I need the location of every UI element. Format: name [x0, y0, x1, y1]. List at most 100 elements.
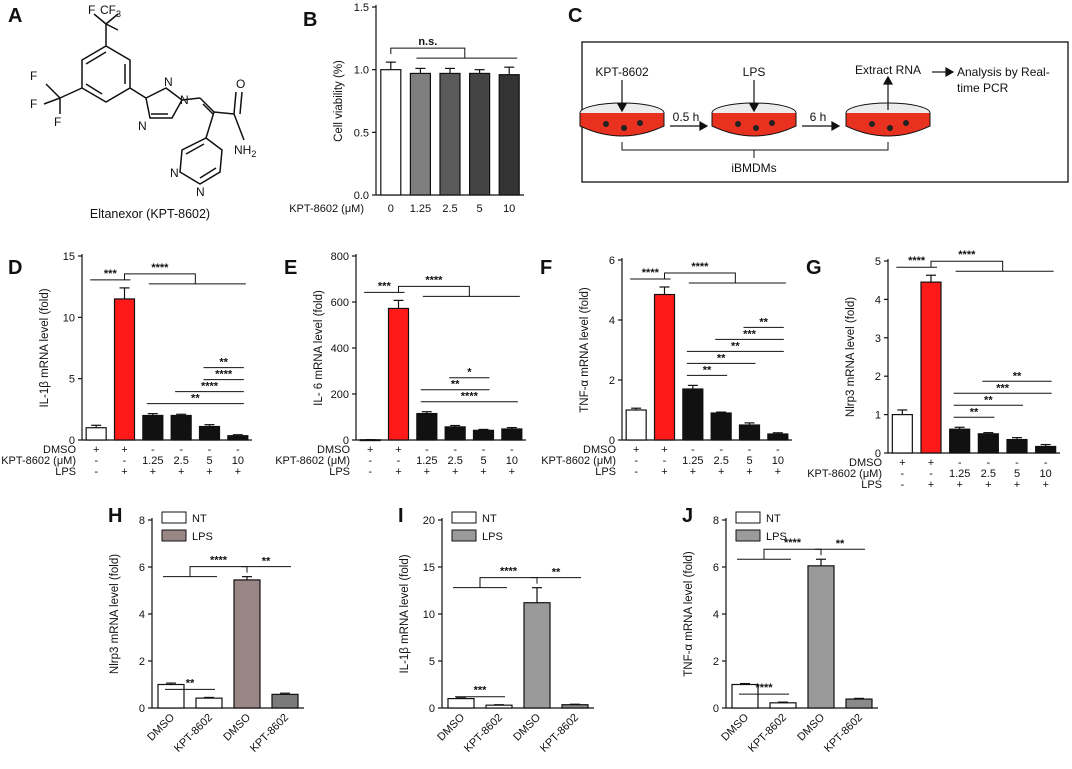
cf-bond [43, 97, 61, 105]
condition-cell: + [985, 479, 991, 491]
y-tick-label: 6 [609, 255, 615, 267]
atom-label: N [180, 93, 189, 107]
sig-label: ** [731, 340, 740, 352]
bar [498, 74, 520, 196]
y-tick-label: 5 [429, 656, 435, 668]
sig-bracket [390, 47, 466, 59]
sig-bracket [124, 273, 196, 284]
ring-link-bond [129, 87, 147, 99]
condition-cell: - [1015, 457, 1019, 469]
pyrimidine-double-bond [185, 143, 205, 155]
condition-cell: + [206, 466, 212, 478]
condition-row-label: LPS [329, 466, 350, 478]
arrow-head [831, 120, 841, 132]
x-tick-label: KPT-8602 [538, 712, 581, 755]
condition-cell: 2.5 [981, 468, 996, 480]
bar [227, 435, 249, 441]
panel-label: F [540, 257, 552, 279]
bar [157, 683, 185, 709]
bar [271, 693, 299, 709]
y-axis-title: TNF-α mRNA level (fold) [683, 551, 695, 677]
panel-label: E [284, 257, 297, 279]
chart-panel-b: B 0.0 0.5 1.0 1.5 Cell viability (%) 0 1.25 2.5 5… [289, 2, 524, 215]
y-tick-label: 4 [875, 294, 881, 306]
legend-label: NT [192, 513, 207, 525]
cell-icon [637, 120, 643, 126]
cf-bond [93, 13, 107, 25]
schematic-text: KPT-8602 LPS Extract RNA Analysis by Rea… [595, 63, 1049, 175]
condition-cell: + [1014, 479, 1020, 491]
sig-label: **** [958, 249, 976, 261]
x-tick-label: KPT-8602 [248, 712, 291, 755]
sig-label: ** [451, 379, 460, 391]
y-tick-label: 2 [875, 371, 881, 383]
atom-label: F [88, 3, 95, 17]
sig-label: **** [215, 369, 233, 381]
sig-label: ** [984, 394, 993, 406]
bar [380, 69, 402, 196]
sig-label: **** [784, 537, 802, 549]
sig-label: **** [210, 555, 228, 567]
legend-swatch [451, 529, 477, 542]
analysis-label: time PCR [957, 81, 1009, 95]
condition-cell: + [150, 466, 156, 478]
sig-label: **** [691, 261, 709, 273]
bar [682, 388, 704, 441]
panel-c-label: C [568, 5, 582, 27]
y-tick-label: 6 [713, 562, 719, 574]
cell-icon [887, 125, 893, 131]
y-tick-label: 4 [609, 315, 615, 327]
condition-cell: + [424, 466, 430, 478]
cell-icon [869, 121, 875, 127]
legend-label: NT [482, 513, 497, 525]
carbonyl-bond [233, 91, 237, 115]
bar [891, 414, 913, 454]
condition-cell: + [509, 466, 515, 478]
y-tick-label: 1.0 [354, 65, 369, 77]
condition-row-label: KPT-8602 (μM) [541, 455, 616, 467]
condition-cell: - [1044, 457, 1048, 469]
y-tick-label: 8 [139, 515, 145, 527]
x-tick-label: 5 [477, 203, 483, 215]
bar [416, 412, 438, 441]
bar [485, 704, 513, 709]
y-tick-label: 0 [343, 435, 349, 447]
condition-cell: - [397, 455, 401, 467]
pyrimidine-double-bond [199, 167, 217, 179]
condition-cell: + [395, 466, 401, 478]
condition-cell: + [661, 466, 667, 478]
x-tick-label: DMSO [435, 711, 467, 743]
bar [113, 298, 136, 441]
bar [767, 433, 789, 441]
sig-bracket [930, 260, 1004, 272]
condition-cell: - [123, 455, 127, 467]
condition-cell: - [663, 455, 667, 467]
x-tick-label: 2.5 [442, 203, 457, 215]
condition-cell: 5 [746, 455, 752, 467]
condition-cell: + [690, 466, 696, 478]
y-axis-title: TNF-α mRNA level (fold) [579, 287, 591, 413]
condition-row-label: KPT-8602 (μM) [807, 468, 882, 480]
bar [447, 697, 475, 709]
cf3-left-bond [59, 87, 83, 99]
condition-cell: - [634, 466, 638, 478]
x-tick-label: 10 [503, 203, 515, 215]
bar [387, 307, 410, 441]
y-tick-label: 0.5 [354, 127, 369, 139]
sig-label: ** [970, 406, 979, 418]
condition-cell: 2.5 [448, 455, 463, 467]
panel-a: A [8, 3, 256, 221]
condition-cell: + [899, 457, 905, 469]
y-tick-label: 0 [139, 703, 145, 715]
benzene-ring [81, 45, 131, 103]
bar [469, 72, 491, 196]
condition-cell: + [235, 466, 241, 478]
x-tick-label: DMSO [511, 711, 543, 743]
condition-row-label: DMSO [317, 444, 350, 456]
x-tick-label: KPT-8602 [746, 712, 789, 755]
y-tick-label: 4 [139, 609, 145, 621]
cell-icon [621, 125, 627, 131]
